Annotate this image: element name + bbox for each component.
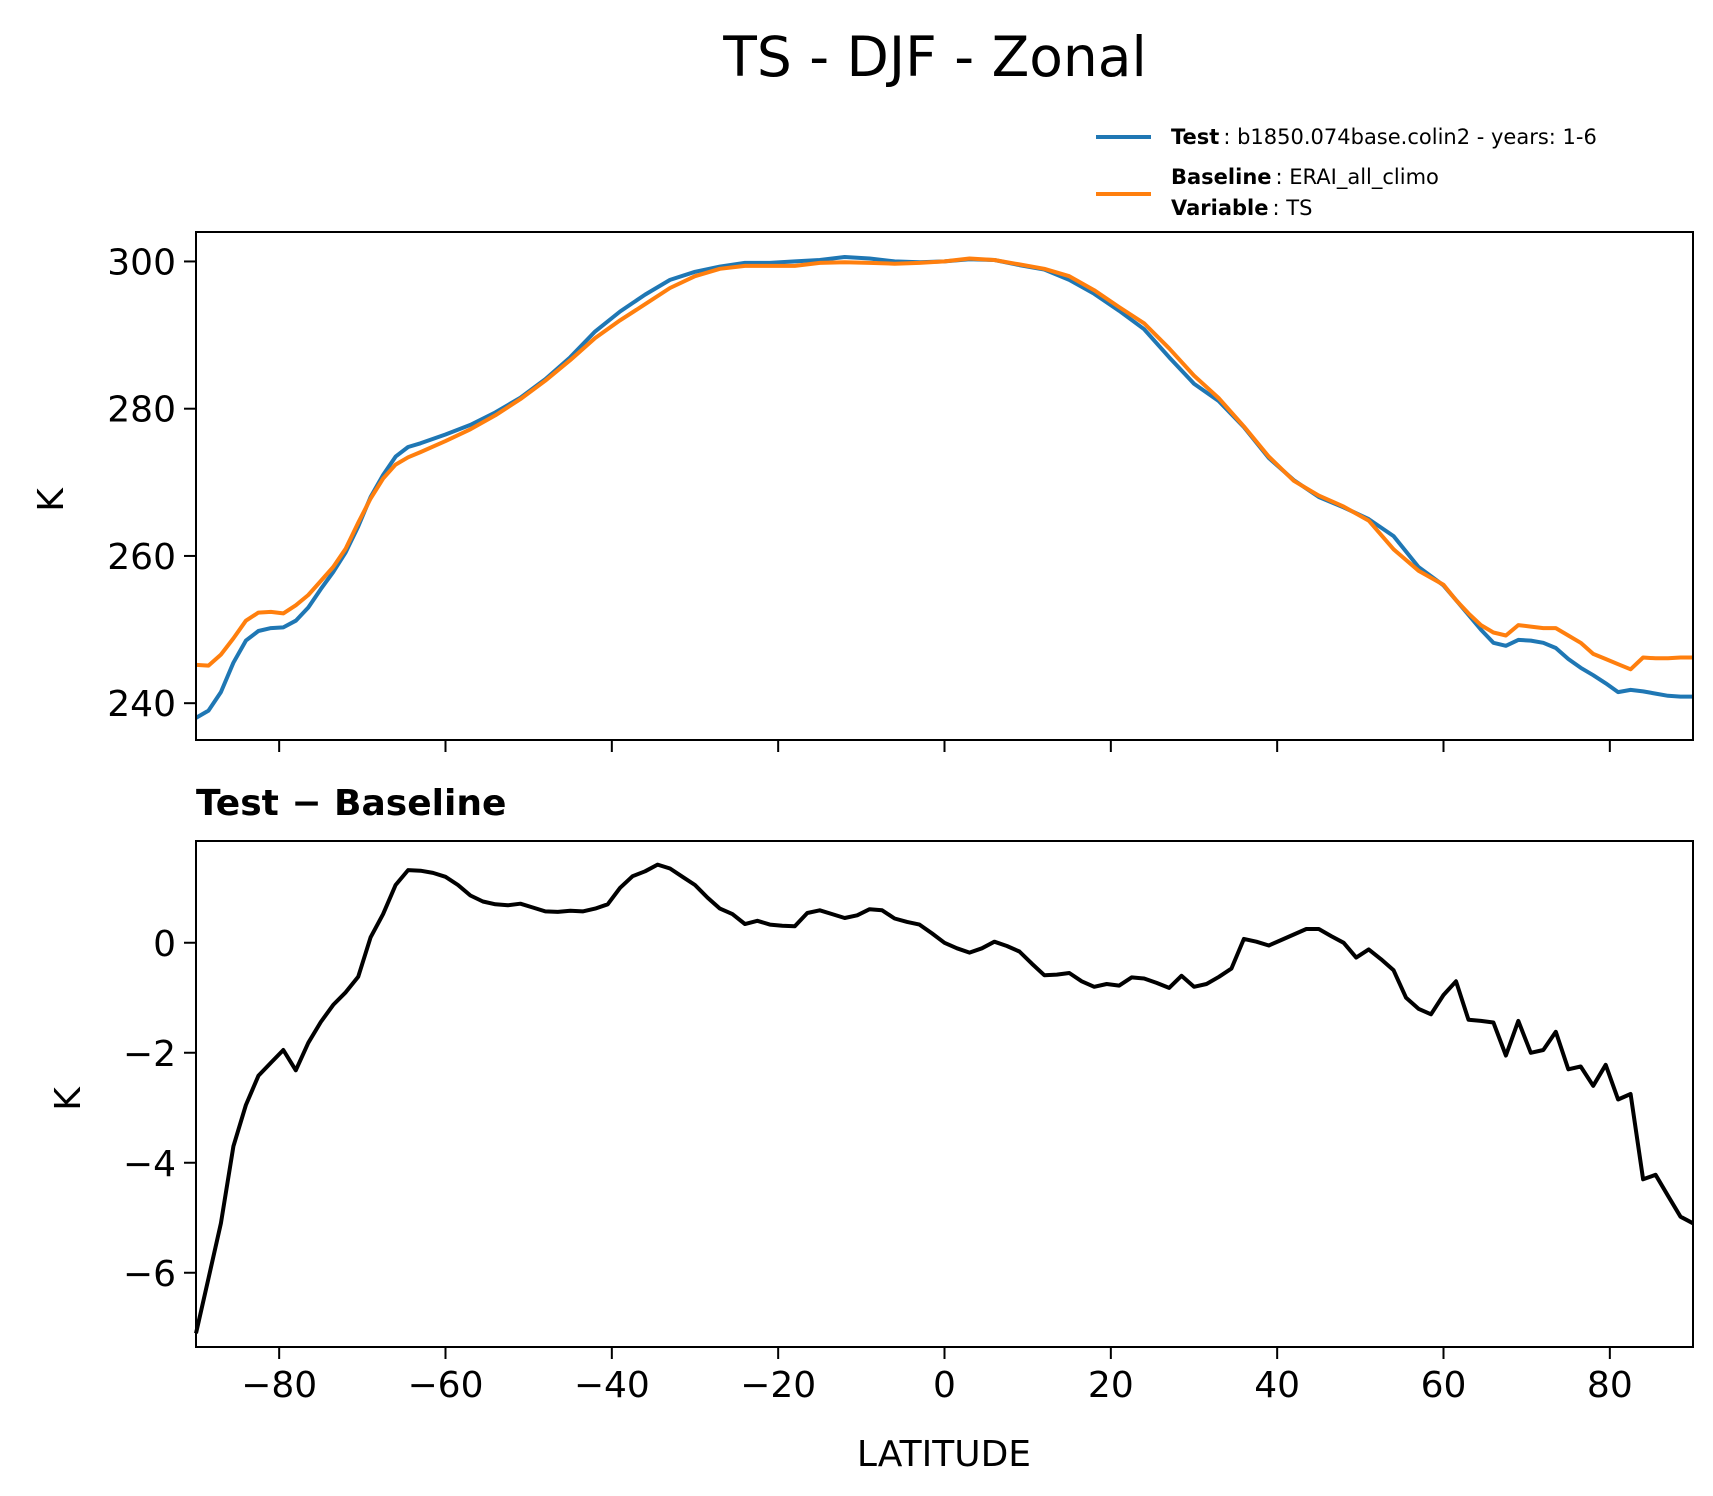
bottom-x-tick-label: −40 (574, 1365, 650, 1406)
legend-variable-label: Variable (1171, 196, 1268, 220)
bottom-x-tick-label: 40 (1254, 1365, 1300, 1406)
bottom-x-tick-label: −60 (408, 1365, 484, 1406)
bottom-y-tick-label: −6 (123, 1254, 176, 1295)
legend-variable-text: : TS (1272, 196, 1312, 220)
legend-test-label: Test (1171, 125, 1219, 149)
bottom-x-tick-label: −20 (740, 1365, 816, 1406)
bottom-panel: −80 −60 −40 −20 0 20 40 60 80−6−4−20 (123, 840, 1694, 1406)
bottom-x-tick-label: 60 (1421, 1365, 1467, 1406)
top-axes-frame (195, 231, 1694, 741)
legend-baseline-entry: Baseline: ERAI_all_climo (1171, 165, 1439, 190)
legend-baseline-label: Baseline (1171, 165, 1272, 189)
bottom-y-axis-label: K (48, 1086, 89, 1111)
x-axis-label: LATITUDE (857, 1434, 1031, 1475)
bottom-x-tick-label: 80 (1587, 1365, 1633, 1406)
legend-test-entry: Test: b1850.074base.colin2 - years: 1-6 (1171, 125, 1597, 149)
top-y-tick-label: 260 (107, 537, 176, 578)
difference-series-line (194, 862, 1694, 1334)
bottom-y-tick-label: −4 (123, 1144, 176, 1185)
top-y-axis-label: K (31, 487, 72, 512)
bottom-axes-frame (195, 840, 1694, 1348)
top-y-tick-label: 280 (107, 390, 176, 431)
top-panel: 240 260 280 300 (107, 231, 1694, 752)
top-y-tick-label: 300 (107, 242, 176, 283)
top-y-tick-label: 240 (107, 684, 176, 725)
bottom-y-tick-label: 0 (153, 924, 176, 965)
bottom-x-tick-label: −80 (241, 1365, 317, 1406)
legend-baseline-text: : ERAI_all_climo (1276, 165, 1439, 190)
bottom-y-tick-label: −2 (123, 1034, 176, 1075)
baseline-series-line (195, 256, 1693, 672)
bottom-panel-title: Test − Baseline (196, 783, 506, 824)
legend-test-text: : b1850.074base.colin2 - years: 1-6 (1223, 125, 1597, 149)
bottom-x-tick-label: 20 (1088, 1365, 1134, 1406)
bottom-x-tick-label: 0 (933, 1365, 956, 1406)
legend-variable-entry: Variable: TS (1171, 196, 1312, 220)
test-series-line (194, 255, 1693, 720)
legend: Test: b1850.074base.colin2 - years: 1-6 … (1096, 125, 1597, 220)
figure-title: TS - DJF - Zonal (722, 25, 1147, 89)
